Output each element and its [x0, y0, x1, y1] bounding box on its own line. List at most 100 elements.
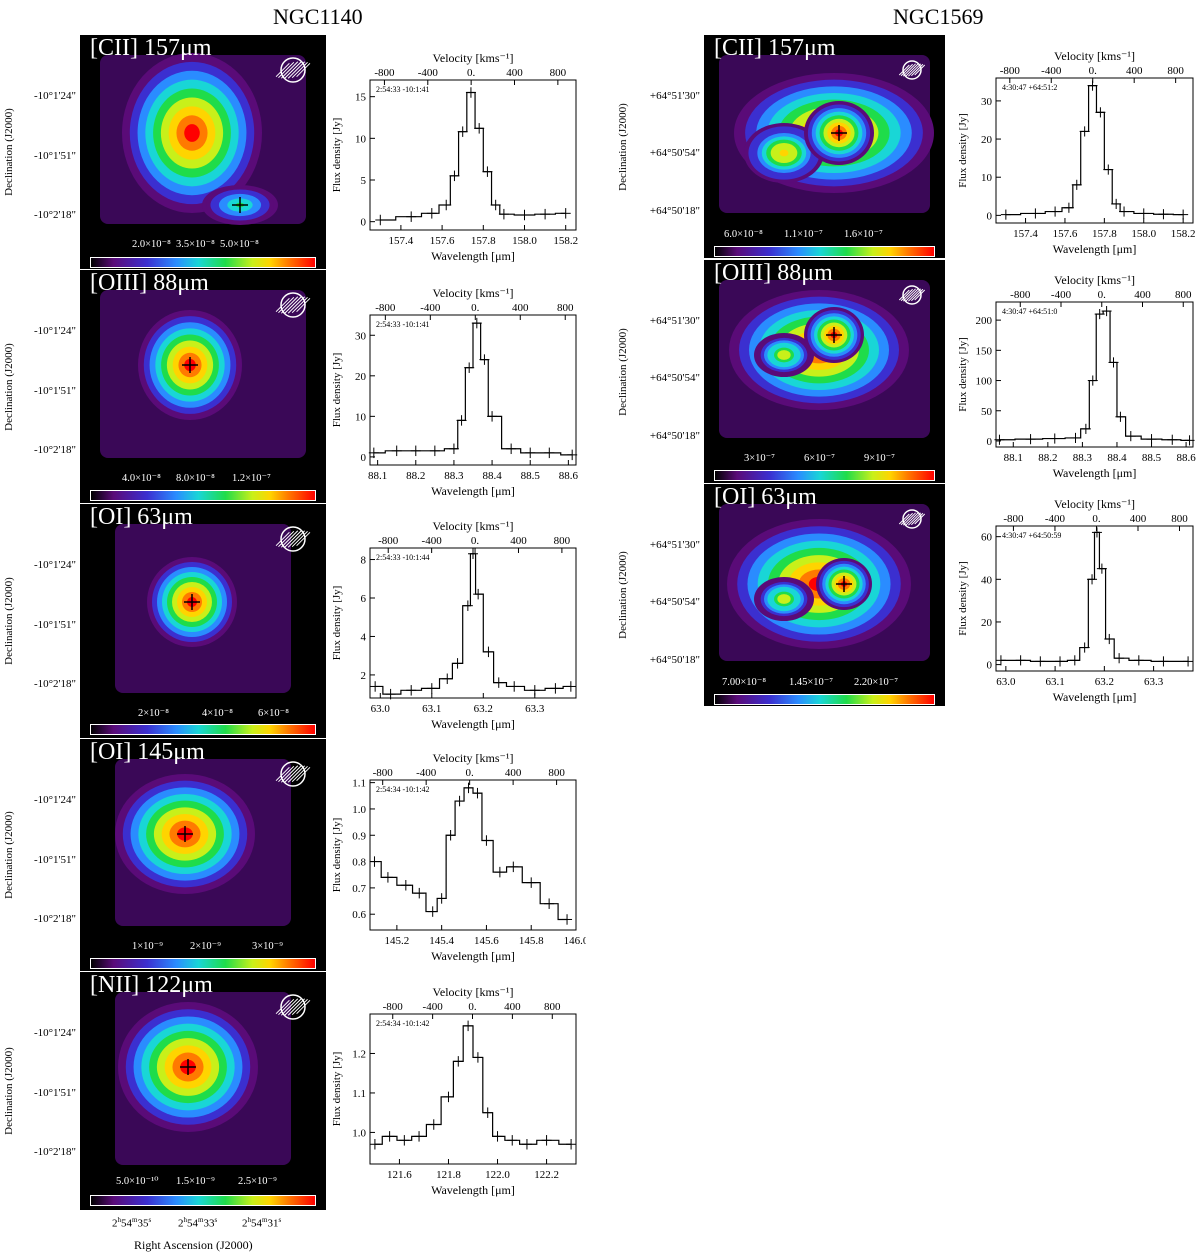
ra-tick: 2h54m31s: [242, 1216, 282, 1230]
beam-hatch-line: [905, 288, 919, 302]
velocity-tick-label: -400: [1051, 289, 1072, 301]
colorbar-tick-label: 2×10⁻⁹: [190, 941, 221, 952]
beam-hatch-line: [284, 61, 302, 79]
colorbar: [90, 490, 316, 501]
velocity-tick-label: -800: [1010, 289, 1031, 301]
y-tick-label: 0.7: [352, 883, 366, 895]
x-tick-label: 88.4: [482, 470, 502, 482]
beam-hatch-line: [908, 512, 922, 526]
velocity-tick-label: 800: [554, 535, 571, 547]
spectrum-point: [400, 880, 411, 891]
beam-hatch-line: [284, 296, 302, 314]
spectrum-point: [540, 208, 551, 220]
spectrum-point: [521, 1139, 532, 1150]
y-tick-label: 100: [976, 376, 993, 388]
x-axis-label: Wavelength [μm]: [431, 1183, 515, 1197]
spectrum-point: [1069, 655, 1080, 666]
x-tick-label: 145.6: [474, 935, 499, 947]
spectrum-point: [426, 208, 437, 219]
velocity-tick-label: 800: [1175, 289, 1192, 301]
beam-hatch-line: [902, 512, 916, 526]
velocity-tick-label: 0.: [468, 1001, 477, 1013]
x-tick-label: 145.8: [519, 935, 544, 947]
spectrum-coordinate-label: 4:30:47 +64:51:2: [1002, 83, 1057, 92]
y-tick-label: 10: [981, 172, 993, 184]
colorbar: [90, 724, 316, 735]
velocity-tick-label: -800: [375, 302, 396, 314]
velocity-axis-label: Velocity [kms⁻¹]: [433, 985, 514, 999]
beam-hatch-line: [291, 530, 308, 548]
y-tick-label: 200: [976, 315, 993, 327]
spectrum-point: [449, 170, 460, 182]
beam-hatch-line: [291, 765, 308, 783]
velocity-axis-label: Velocity [kms⁻¹]: [1054, 49, 1135, 63]
plot-frame: [369, 79, 577, 231]
spectrum-point: [472, 787, 483, 799]
spectrum-coordinate-label: 4:30:47 +64:51:0: [1002, 307, 1057, 316]
beam-hatch-line: [914, 64, 926, 76]
y-tick-label: 20: [355, 371, 367, 383]
spectrum-point: [492, 1131, 503, 1142]
emission-map-image: [719, 280, 930, 438]
spectrum-point: [1096, 563, 1107, 574]
plot-frame: [369, 314, 577, 466]
spectrum-point: [1138, 208, 1149, 219]
beam-hatch-line: [911, 512, 924, 526]
spectrum-point: [462, 600, 473, 611]
x-tick-label: 157.8: [1092, 228, 1117, 240]
spectrum-line: [380, 91, 566, 221]
beam-hatch-line: [275, 62, 290, 78]
y-tick-label: 5: [361, 175, 367, 187]
spectrum-point: [391, 445, 402, 457]
ngc1140-map-panel: [OI] 63μm 2×10⁻⁸ 4×10⁻⁸ 6×10⁻⁸: [80, 504, 326, 738]
x-tick-label: 157.6: [1053, 228, 1078, 240]
y-axis-label: Flux density [Jy]: [957, 113, 969, 188]
spectrum-point: [375, 214, 386, 226]
colorbar-tick-label: 3.5×10⁻⁸: [176, 239, 215, 250]
spectrum-point: [509, 681, 520, 692]
velocity-tick-label: 400: [504, 1001, 521, 1013]
spectrum-point: [474, 123, 485, 134]
ra-tick: 2h54m35s: [112, 1216, 152, 1230]
beam-hatch-line: [275, 766, 290, 782]
spectrum-point: [456, 415, 467, 426]
beam-hatch-line: [908, 288, 922, 302]
ngc1569-map-panel: [OIII] 88μm 3×10⁻⁷ 6×10⁻⁷ 9×10⁻⁷: [704, 260, 945, 483]
dec-tick-label: -10°1'24": [33, 90, 76, 102]
line-label: [CII] 157μm: [714, 35, 836, 61]
beam-hatch-line: [898, 289, 910, 301]
spectrum-point: [519, 209, 530, 221]
colorbar: [714, 694, 935, 705]
x-tick-label: 146.0: [564, 935, 586, 947]
spectrum-point: [544, 447, 555, 459]
spectrum-point: [507, 1135, 518, 1146]
x-tick-label: 145.4: [429, 935, 454, 947]
y-tick-label: 1.1: [352, 778, 366, 790]
galaxy-title-ngc1569: NGC1569: [893, 4, 984, 29]
velocity-tick-label: 400: [512, 302, 529, 314]
velocity-tick-label: 0.: [466, 767, 475, 779]
y-tick-label: 0: [987, 436, 993, 448]
velocity-tick-label: 800: [1167, 65, 1184, 77]
spectrum-line: [374, 787, 568, 921]
colorbar-tick-label: 8.0×10⁻⁸: [176, 473, 215, 484]
beam-hatch-line: [280, 296, 299, 314]
y-axis-label: Flux density [Jy]: [331, 1052, 343, 1127]
spectrum-chart: 63.0 63.1 63.2 63.3 0 20 40 60 -800 -400 0. 400 800 V…: [957, 497, 1194, 704]
y-tick-label: 0.6: [352, 909, 366, 921]
spectrum-chart: 157.4 157.6 157.8 158.0 158.2 0 5 10 15 -800 -400 0…: [331, 51, 578, 263]
y-tick-label: 15: [355, 92, 367, 104]
velocity-tick-label: 0.: [1092, 513, 1101, 525]
spectrum-point: [482, 166, 493, 177]
y-tick-label: 0: [361, 217, 367, 229]
emission-map-image: [100, 290, 311, 458]
colorbar: [90, 958, 316, 969]
x-tick-label: 122.0: [485, 1169, 510, 1181]
spectrum-point: [369, 856, 380, 867]
velocity-tick-label: 0.: [467, 67, 476, 79]
velocity-tick-label: 400: [1130, 513, 1147, 525]
spectrum-point: [1133, 655, 1144, 666]
dec-tick-label: -10°2'18": [33, 444, 76, 456]
ngc1569-map-panel: [CII] 157μm 6.0×10⁻⁸ 1.1×10⁻⁷ 1.6×10⁻⁷: [704, 35, 945, 258]
ra-tick: 2h54m33s: [178, 1216, 218, 1230]
